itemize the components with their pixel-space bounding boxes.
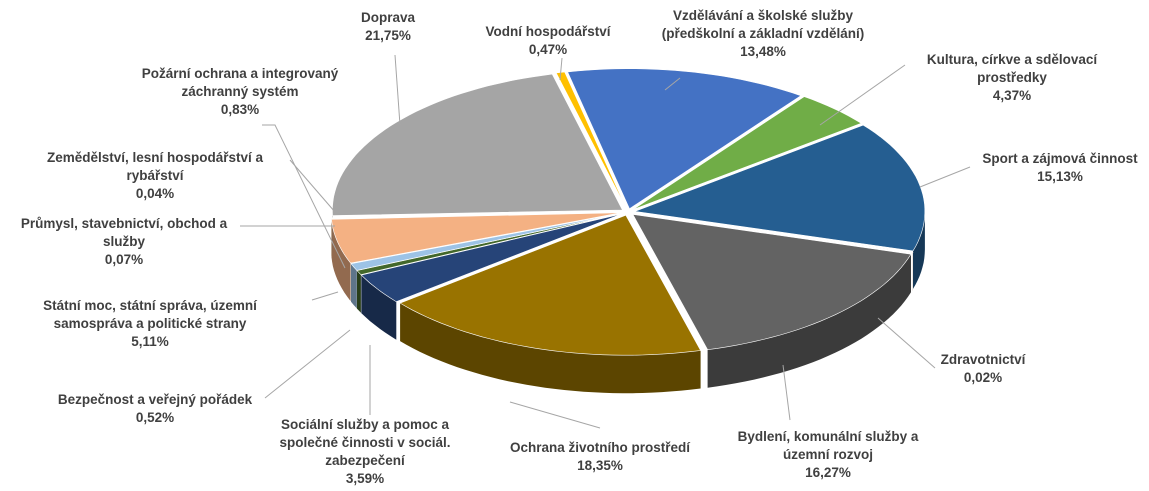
category-label: Průmysl, stavebnictví, obchod a služby	[20, 216, 228, 249]
data-label: Zemědělství, lesní hospodářství a rybářs…	[20, 149, 290, 203]
data-label: Zdravotnictví 0,02%	[923, 351, 1043, 387]
slice-side	[400, 303, 701, 394]
data-label: Průmysl, stavebnictví, obchod a služby 0,…	[4, 215, 244, 269]
leader-line	[394, 54, 401, 126]
data-label: Bezpečnost a veřejný pořádek 0,52%	[35, 391, 275, 427]
category-label: Zemědělství, lesní hospodářství a rybářs…	[46, 150, 264, 183]
leader-line	[664, 77, 681, 91]
data-label: Kultura, církve a sdělovací prostředky 4,…	[912, 51, 1112, 105]
slice	[332, 73, 623, 216]
leader-line	[289, 159, 336, 213]
category-label: Vodní hospodářství	[485, 24, 611, 39]
value-label: 5,11%	[131, 334, 169, 349]
leader-lines	[240, 54, 971, 429]
category-label: Sociální služby a pomoc a společné činno…	[279, 417, 451, 468]
slice	[632, 214, 912, 351]
leader-line	[782, 364, 791, 421]
leader-line	[877, 317, 936, 369]
value-label: 15,13%	[1037, 169, 1083, 184]
leader-line	[509, 401, 601, 429]
slice	[350, 213, 622, 271]
category-label: Bydlení, komunální služby a územní rozvo…	[737, 429, 919, 462]
category-label: Ochrana životního prostředí	[509, 440, 691, 455]
leader-line	[559, 57, 563, 81]
leader-line	[311, 291, 339, 301]
category-label: Bezpečnost a veřejný pořádek	[57, 392, 253, 407]
slice	[567, 68, 802, 210]
value-label: 3,59%	[345, 471, 385, 486]
slice	[399, 214, 702, 356]
leader-line	[262, 124, 346, 269]
value-label: 0,47%	[528, 42, 568, 57]
data-label: Vodní hospodářství 0,47%	[458, 23, 638, 59]
leader-line	[919, 166, 971, 188]
data-label: Doprava 21,75%	[328, 9, 448, 45]
value-label: 0,02%	[963, 370, 1003, 385]
pie	[330, 68, 926, 394]
slice	[331, 212, 622, 264]
category-label: Doprava	[360, 10, 416, 25]
slice	[330, 211, 622, 219]
data-label: Ochrana životního prostředí 18,35%	[485, 439, 715, 475]
data-label: Vzdělávání a školské služby (předškolní …	[638, 7, 888, 61]
value-label: 0,52%	[135, 410, 175, 425]
slice-side	[356, 270, 361, 313]
category-label: Zdravotnictví	[940, 352, 1026, 367]
category-label: Sport a zájmová činnost	[982, 151, 1138, 166]
value-label: 4,37%	[992, 88, 1032, 103]
value-label: 18,35%	[577, 458, 623, 473]
value-label: 21,75%	[365, 28, 411, 43]
value-label: 0,04%	[135, 186, 175, 201]
value-label: 16,27%	[805, 465, 851, 480]
category-label: Vzdělávání a školské služby (předškolní …	[661, 8, 865, 41]
category-label: Státní moc, státní správa, územní samosp…	[43, 298, 257, 331]
slice	[634, 124, 926, 252]
data-label: Sport a zájmová činnost 15,13%	[965, 150, 1149, 186]
data-label: Bydlení, komunální služby a územní rozvo…	[713, 428, 943, 482]
slice-side	[707, 254, 911, 388]
category-label: Kultura, církve a sdělovací prostředky	[926, 52, 1098, 85]
leader-line	[819, 64, 906, 126]
data-label: Státní moc, státní správa, územní samosp…	[30, 297, 270, 351]
slice-side	[361, 275, 397, 340]
category-label: Požární ochrana a integrovaný záchranný …	[141, 66, 339, 99]
data-label: Požární ochrana a integrovaný záchranný …	[115, 65, 365, 119]
slice-side	[913, 211, 925, 289]
data-label: Sociální služby a pomoc a společné činno…	[265, 416, 465, 488]
slice	[634, 212, 914, 254]
value-label: 0,83%	[220, 102, 260, 117]
slice	[632, 96, 862, 210]
slice-side	[351, 263, 357, 309]
value-label: 13,48%	[740, 44, 786, 59]
slice	[360, 213, 623, 303]
leader-line	[264, 329, 351, 399]
value-label: 0,07%	[104, 252, 144, 267]
